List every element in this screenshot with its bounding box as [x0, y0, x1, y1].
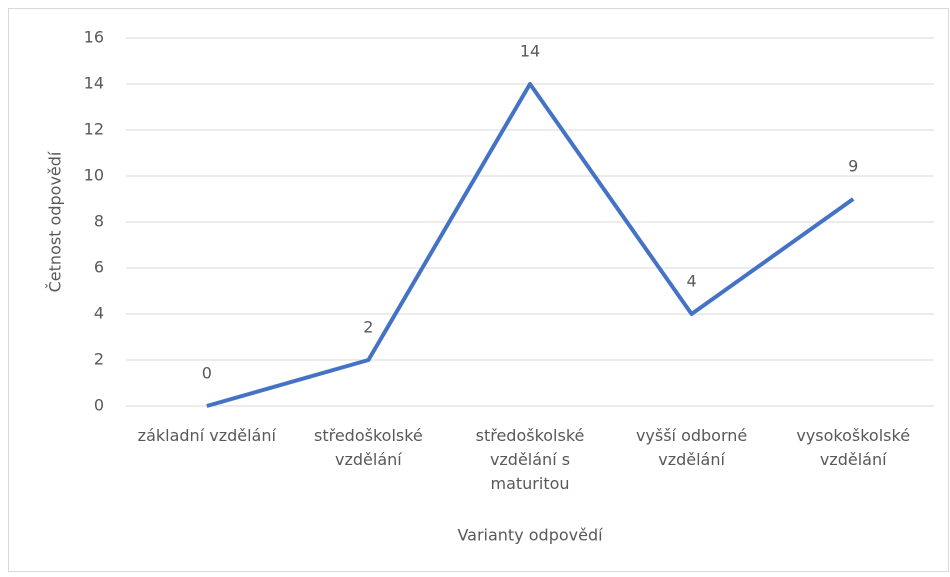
line	[206, 82, 855, 408]
x-axis-title: Varianty odpovědí	[457, 526, 603, 545]
x-tick-label: vysokoškolské vzdělání	[796, 426, 911, 469]
y-tick-label: 0	[94, 396, 104, 415]
y-tick-label: 2	[94, 350, 104, 369]
data-label: 2	[363, 318, 373, 337]
x-tick-label: středoškolské vzdělání	[314, 426, 423, 469]
y-tick-label: 12	[84, 120, 104, 139]
y-tick-label: 14	[84, 74, 104, 93]
data-label: 0	[202, 364, 212, 383]
data-label: 9	[848, 157, 858, 176]
chart-border	[8, 8, 949, 572]
y-tick-label: 10	[84, 166, 104, 185]
y-tick-label: 6	[94, 258, 104, 277]
x-tick-label: vyšší odborné vzdělání	[635, 426, 748, 469]
x-tick-label: středoškolské vzdělání s maturitou	[475, 426, 585, 493]
x-tick-label: základní vzdělání	[137, 426, 276, 445]
y-tick-label: 4	[94, 304, 104, 323]
data-label: 4	[687, 272, 697, 291]
y-tick-label: 16	[84, 28, 104, 47]
data-label: 14	[520, 42, 540, 61]
y-axis-title: Četnost odpovědí	[46, 151, 65, 292]
y-tick-label: 8	[94, 212, 104, 231]
